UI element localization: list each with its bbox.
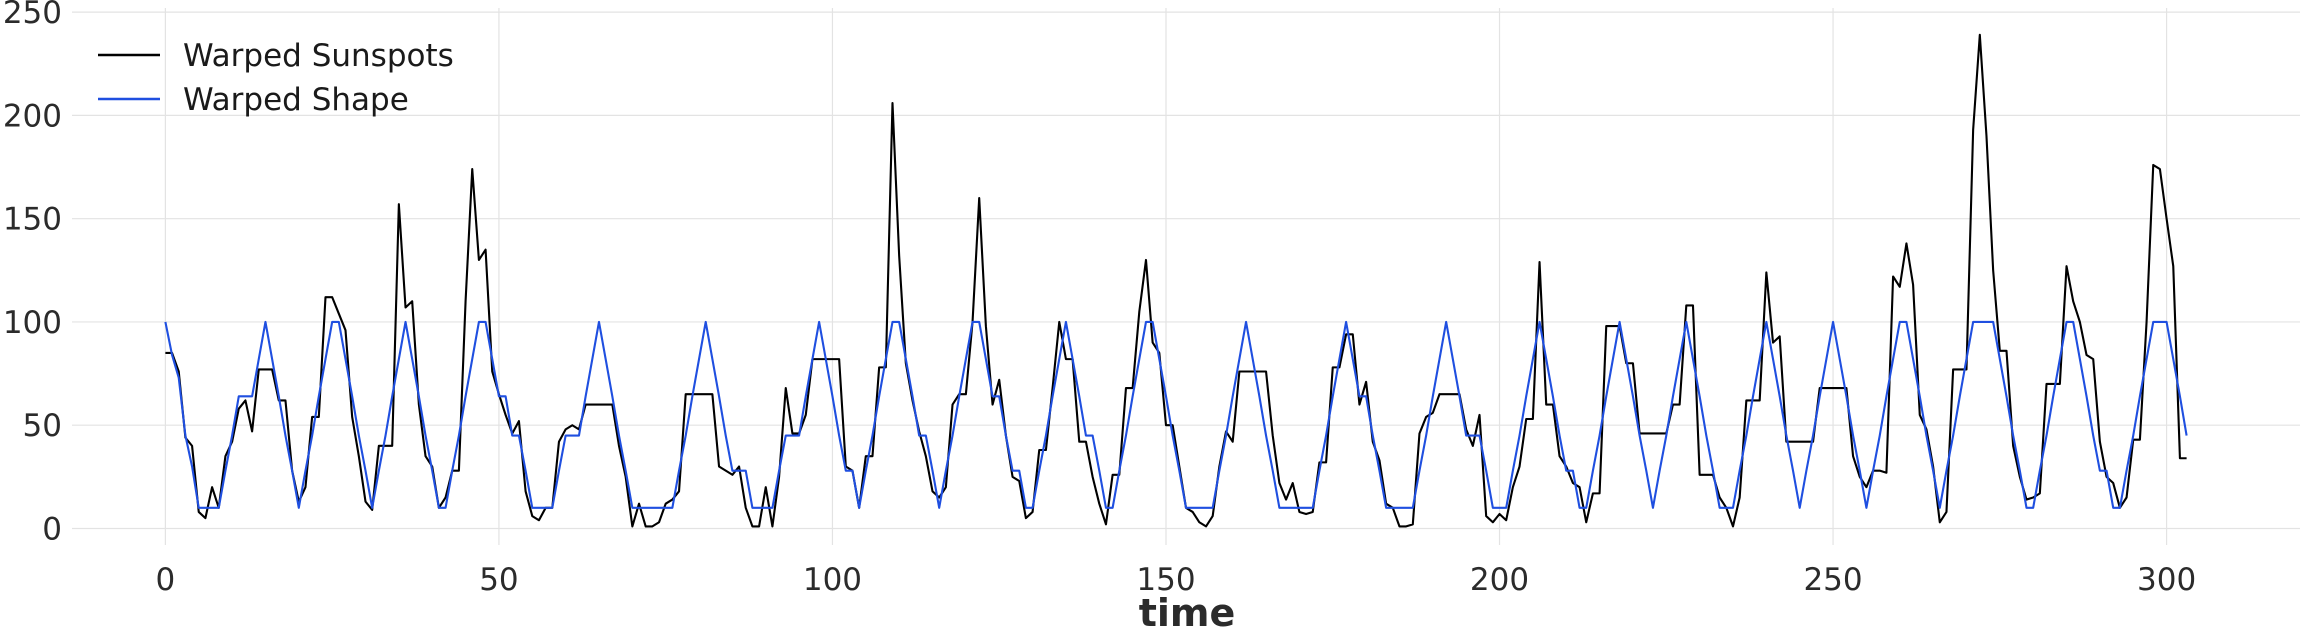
y-tick-label: 50 [23,408,62,444]
y-axis-ticks: 0 50 100 150 200 250 [3,0,62,547]
y-tick-label: 250 [3,0,62,31]
y-tick-label: 0 [42,511,62,547]
y-tick-label: 200 [3,98,62,134]
x-tick-label: 0 [156,562,176,598]
grid [72,8,2300,545]
x-tick-label: 150 [1136,562,1195,598]
x-axis-ticks: 0 50 100 150 200 250 300 [156,562,2197,598]
series-line-warped-shape [164,320,2188,509]
x-tick-label: 250 [1803,562,1862,598]
legend: Warped Sunspots Warped Shape [98,38,454,118]
x-tick-label: 300 [2137,562,2196,598]
x-axis-title: time [1139,591,1236,635]
y-tick-label: 100 [3,305,62,341]
legend-label: Warped Shape [183,82,409,118]
legend-label: Warped Sunspots [183,38,454,74]
x-tick-label: 200 [1470,562,1529,598]
x-tick-label: 50 [479,562,518,598]
y-tick-label: 150 [3,202,62,238]
series-lines [164,33,2188,528]
x-tick-label: 100 [803,562,862,598]
